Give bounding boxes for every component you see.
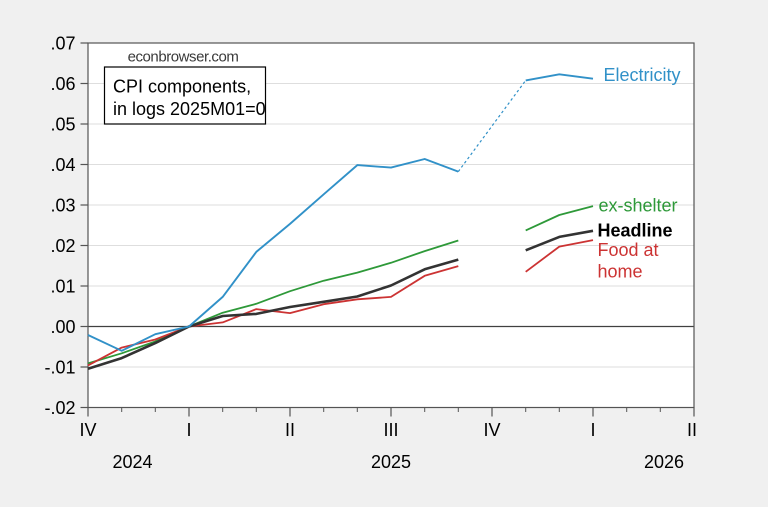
svg-text:Food at: Food at: [598, 240, 659, 260]
svg-text:.05: .05: [50, 115, 75, 135]
svg-text:.00: .00: [50, 317, 75, 337]
svg-text:in logs 2025M01=0: in logs 2025M01=0: [113, 99, 266, 119]
svg-text:econbrowser.com: econbrowser.com: [128, 49, 239, 66]
svg-text:Electricity: Electricity: [604, 65, 681, 85]
svg-text:III: III: [383, 420, 398, 440]
svg-text:CPI components,: CPI components,: [113, 77, 251, 97]
svg-text:.04: .04: [50, 155, 75, 175]
svg-text:IV: IV: [79, 420, 96, 440]
svg-text:.01: .01: [50, 277, 75, 297]
svg-text:I: I: [186, 420, 191, 440]
svg-text:home: home: [598, 262, 643, 282]
svg-text:2024: 2024: [112, 452, 152, 472]
svg-text:.07: .07: [50, 34, 75, 54]
svg-text:ex-shelter: ex-shelter: [599, 196, 678, 216]
svg-text:I: I: [590, 420, 595, 440]
svg-text:II: II: [285, 420, 295, 440]
svg-text:-.01: -.01: [44, 358, 75, 378]
svg-text:.03: .03: [50, 196, 75, 216]
svg-text:-.02: -.02: [44, 398, 75, 418]
svg-text:II: II: [687, 420, 697, 440]
svg-text:2026: 2026: [644, 452, 684, 472]
svg-text:.06: .06: [50, 74, 75, 94]
svg-text:IV: IV: [483, 420, 500, 440]
svg-text:.02: .02: [50, 236, 75, 256]
svg-text:Headline: Headline: [598, 221, 673, 241]
svg-text:2025: 2025: [371, 452, 411, 472]
